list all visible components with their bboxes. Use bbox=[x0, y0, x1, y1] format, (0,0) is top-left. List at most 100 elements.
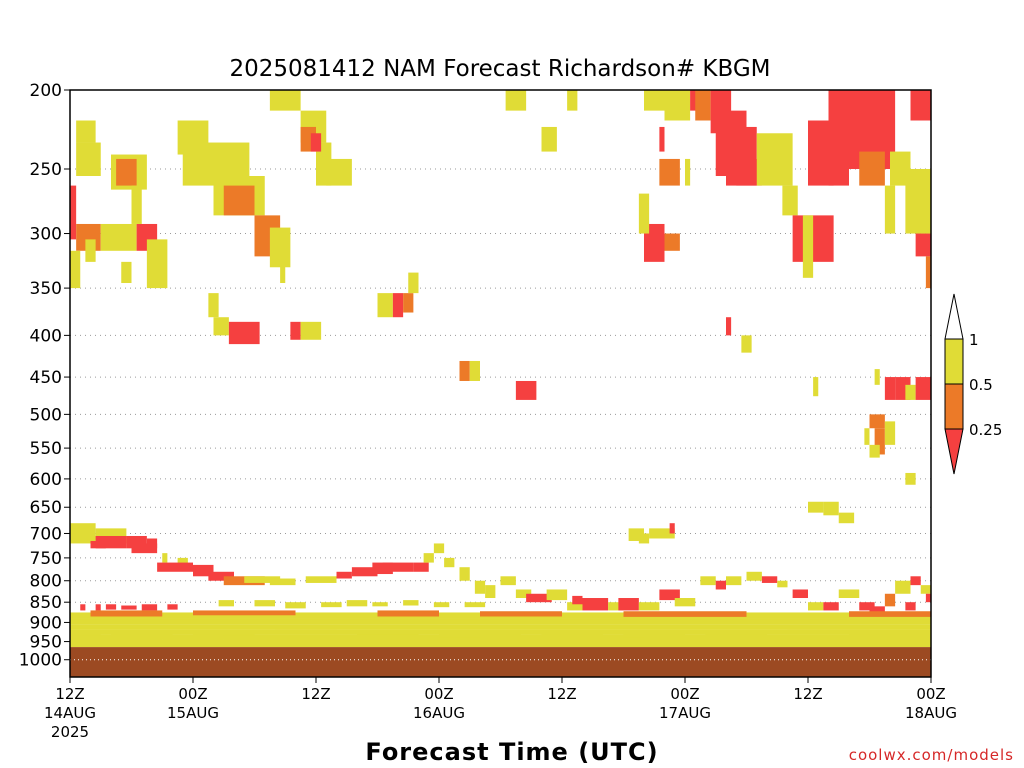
data-cell bbox=[505, 90, 527, 111]
data-cell bbox=[638, 602, 660, 611]
data-cell bbox=[157, 562, 193, 572]
data-cell bbox=[70, 185, 77, 240]
data-cell bbox=[669, 523, 675, 534]
data-cell bbox=[95, 604, 101, 611]
y-tick-label: 300 bbox=[30, 225, 62, 245]
data-cell bbox=[305, 576, 337, 583]
x-tick-label: 15AUG bbox=[167, 704, 219, 722]
data-cell bbox=[469, 360, 480, 381]
x-axis-title: Forecast Time (UTC) bbox=[365, 738, 658, 766]
x-tick-label: 00Z bbox=[178, 685, 207, 703]
data-cell bbox=[638, 533, 650, 544]
data-cell bbox=[910, 90, 931, 121]
data-cell bbox=[623, 632, 685, 638]
data-cell bbox=[480, 635, 562, 648]
data-cell bbox=[392, 293, 404, 318]
data-cell bbox=[526, 593, 552, 603]
data-cell bbox=[146, 239, 168, 289]
data-cell bbox=[869, 606, 885, 615]
data-cell bbox=[474, 580, 486, 594]
data-cell bbox=[418, 637, 480, 648]
data-cell bbox=[874, 369, 880, 385]
data-cell bbox=[105, 604, 117, 610]
data-cell bbox=[70, 618, 931, 625]
data-cell bbox=[808, 602, 824, 611]
data-cell bbox=[700, 576, 716, 586]
data-cell bbox=[275, 629, 337, 635]
colorbar-bottom-triangle bbox=[944, 428, 964, 475]
y-tick-label: 250 bbox=[30, 160, 62, 180]
data-cell bbox=[464, 602, 486, 608]
data-cell bbox=[121, 605, 137, 610]
data-cell bbox=[546, 589, 568, 601]
data-cell bbox=[254, 600, 275, 607]
x-tick-label: 00Z bbox=[670, 685, 699, 703]
data-cell bbox=[500, 576, 516, 586]
plot-frame bbox=[69, 89, 932, 678]
data-cell bbox=[726, 576, 742, 586]
data-cell bbox=[444, 557, 455, 568]
y-tick-label: 350 bbox=[30, 279, 62, 299]
data-cell bbox=[351, 567, 378, 577]
y-tick-label: 800 bbox=[30, 572, 62, 592]
data-cell bbox=[649, 528, 665, 539]
data-cell bbox=[920, 215, 931, 234]
colorbar-yellow bbox=[944, 338, 964, 385]
data-cell bbox=[782, 185, 798, 216]
data-cell bbox=[920, 585, 931, 594]
data-cell bbox=[269, 90, 301, 111]
data-cell bbox=[823, 501, 839, 516]
data-cell bbox=[218, 600, 234, 607]
data-cell bbox=[761, 576, 778, 583]
data-cell bbox=[70, 635, 111, 648]
data-cell bbox=[377, 293, 393, 318]
x-tick-label: 18AUG bbox=[905, 704, 957, 722]
data-cell bbox=[890, 630, 931, 635]
data-cell bbox=[813, 377, 819, 397]
data-cell bbox=[869, 414, 885, 429]
x-tick-label: 12Z bbox=[301, 685, 330, 703]
data-cell bbox=[162, 553, 168, 563]
y-tick-label: 550 bbox=[30, 439, 62, 459]
data-cell bbox=[905, 384, 916, 400]
data-cell bbox=[146, 538, 158, 549]
data-cell bbox=[905, 602, 916, 611]
data-cell bbox=[925, 593, 931, 603]
data-cell bbox=[213, 317, 229, 336]
data-cell bbox=[336, 571, 352, 579]
data-cell bbox=[695, 90, 711, 121]
data-cell bbox=[300, 321, 322, 340]
data-cell bbox=[808, 501, 824, 513]
data-cell bbox=[80, 604, 86, 611]
data-cell bbox=[70, 629, 931, 635]
data-cell bbox=[459, 360, 470, 381]
data-cell bbox=[515, 589, 532, 599]
data-cell bbox=[567, 602, 583, 611]
colorbar-top-triangle bbox=[944, 293, 964, 340]
data-cell bbox=[741, 335, 752, 353]
data-cell bbox=[756, 133, 793, 186]
y-tick-label: 450 bbox=[30, 368, 62, 388]
data-cell bbox=[439, 632, 521, 638]
data-cell bbox=[541, 630, 603, 635]
data-cell bbox=[408, 272, 419, 294]
data-cell bbox=[582, 598, 609, 611]
data-cell bbox=[228, 321, 260, 345]
y-tick-label: 500 bbox=[30, 405, 62, 425]
data-cell bbox=[269, 578, 296, 586]
data-cell bbox=[828, 90, 849, 186]
data-cell bbox=[76, 120, 96, 143]
data-cell bbox=[618, 598, 639, 611]
data-cell bbox=[572, 595, 583, 605]
data-cell bbox=[121, 630, 173, 635]
data-cell bbox=[321, 602, 342, 608]
data-cell bbox=[638, 193, 650, 234]
colorbar-label-0.5: 0.5 bbox=[969, 376, 993, 394]
x-tick-label: 12Z bbox=[547, 685, 576, 703]
data-cell bbox=[562, 637, 644, 648]
data-cell bbox=[116, 158, 137, 186]
y-tick-label: 400 bbox=[30, 326, 62, 346]
data-cell bbox=[608, 602, 624, 611]
data-cell bbox=[838, 512, 855, 524]
data-cell bbox=[659, 126, 665, 152]
